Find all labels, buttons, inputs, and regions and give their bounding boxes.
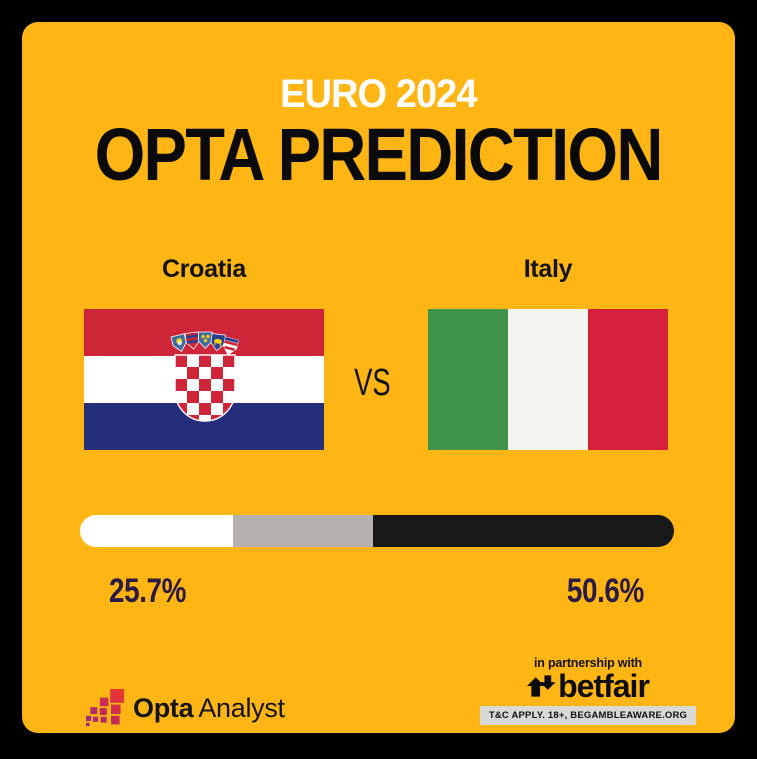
probability-bar [80,515,674,547]
home-team-name: Croatia [161,255,247,283]
competition-label: EURO 2024 [22,74,735,114]
segment-away-win [373,515,674,547]
opta-brand-light: Analyst [198,692,285,723]
terms-bar: T&C APPLY. 18+, BEGAMBLEAWARE.ORG [479,706,697,725]
opta-brand-bold: Opta [133,692,194,723]
home-win-percentage: 25.7% [109,572,187,610]
croatia-crown-shields [170,331,240,356]
italy-flag [428,309,668,450]
segment-home-win [80,515,233,547]
croatia-flag [84,309,324,450]
away-team-name: Italy [523,255,573,283]
page-title-text: OPTA PREDICTION [95,113,664,196]
percentage-labels: 25.7% 50.6% [109,574,644,608]
partnership-label: in partnership with [533,656,642,670]
vs-text: VS [353,362,391,404]
opta-analyst-logo: Opta Analyst [86,688,285,728]
competition-text: EURO 2024 [280,72,477,116]
betfair-arrows-icon [527,675,556,697]
segment-draw [232,515,374,547]
betfair-logo: betfair [527,668,650,704]
opta-squares-icon [86,689,124,727]
away-win-percentage: 50.6% [566,572,644,610]
opta-analyst-wordmark: Opta Analyst [133,693,285,724]
prediction-card: EURO 2024 OPTA PREDICTION Croatia Italy [22,22,735,733]
page-title: OPTA PREDICTION [22,118,735,192]
partnership-block: in partnership with betfair T&C APPLY. 1… [477,656,699,725]
croatia-checkerboard-shield [174,354,236,422]
vs-label: VS [307,364,437,402]
betfair-wordmark: betfair [558,668,650,704]
